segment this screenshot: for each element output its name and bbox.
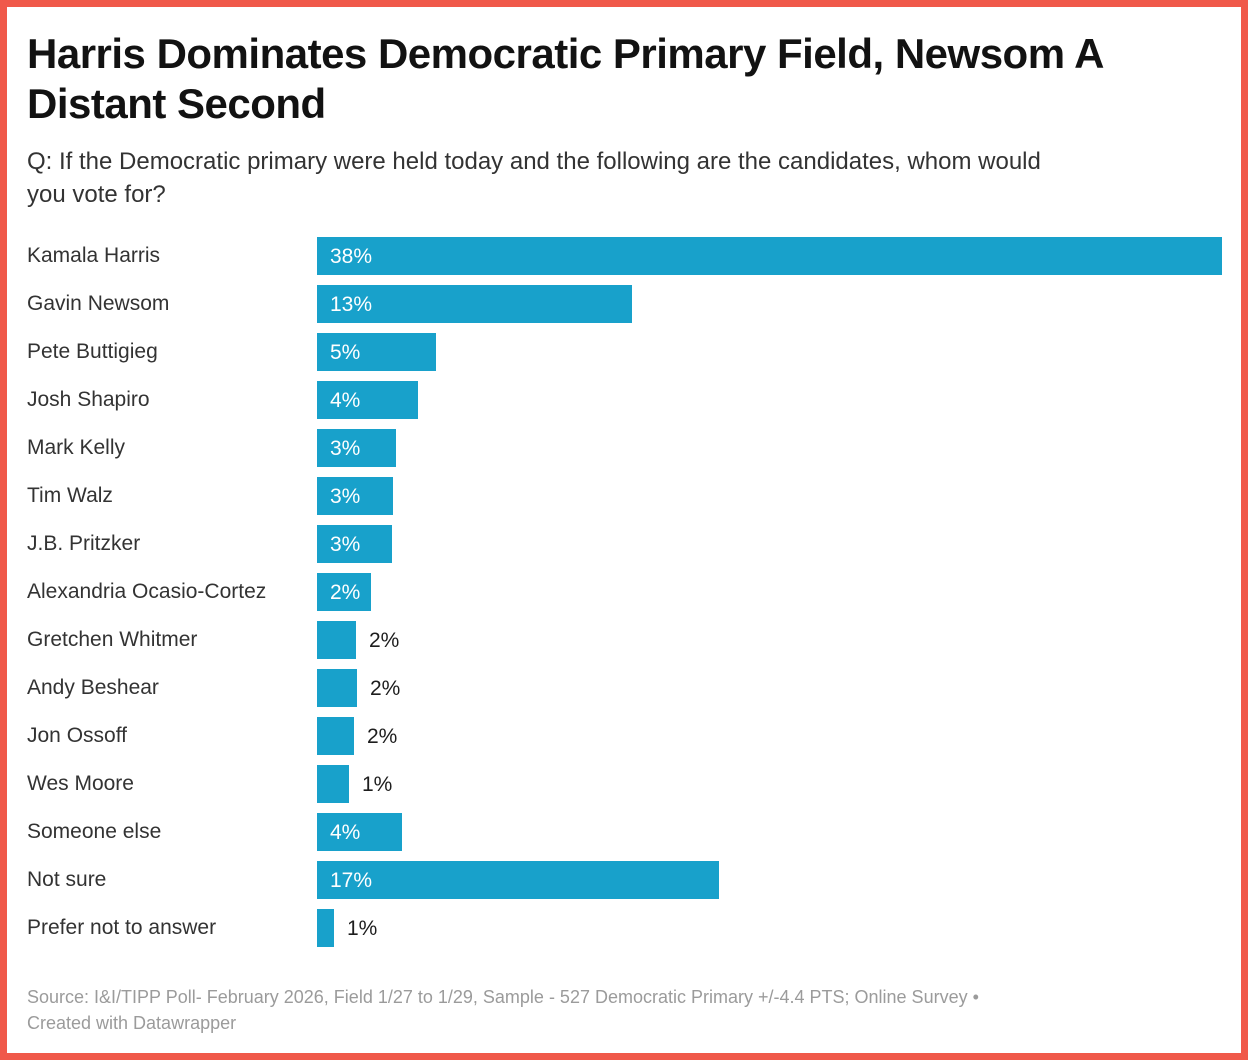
bar-value-label: 3% (330, 533, 361, 556)
chart-row: Mark Kelly 3% (27, 424, 1221, 472)
datawrapper-credit: Created with Datawrapper (27, 1013, 237, 1033)
bar-track: 2% (317, 573, 1221, 611)
category-label: Gavin Newsom (27, 292, 170, 315)
chart-row: Pete Buttigieg 5% (27, 328, 1221, 376)
chart-row: Someone else 4% (27, 808, 1221, 856)
category-label: Josh Shapiro (27, 388, 150, 411)
bar (317, 333, 436, 371)
bar-track: 13% (317, 285, 1221, 323)
bar (317, 909, 334, 947)
chart-row: Wes Moore 1% (27, 760, 1221, 808)
bar (317, 573, 371, 611)
category-label: Prefer not to answer (27, 916, 217, 939)
bar-value-label: 1% (347, 917, 378, 940)
bar (317, 381, 418, 419)
bar-track: 3% (317, 525, 1221, 563)
category-label: J.B. Pritzker (27, 532, 141, 555)
bar (317, 429, 396, 467)
chart-row: Josh Shapiro 4% (27, 376, 1221, 424)
bar (317, 813, 402, 851)
bar (317, 285, 632, 323)
chart-row: J.B. Pritzker 3% (27, 520, 1221, 568)
bar-value-label: 2% (330, 581, 361, 604)
bar-value-label: 17% (330, 869, 373, 892)
category-label: Tim Walz (27, 484, 113, 507)
chart-row: Not sure 17% (27, 856, 1221, 904)
category-label: Alexandria Ocasio-Cortez (27, 580, 267, 603)
chart-row: Andy Beshear 2% (27, 664, 1221, 712)
chart-row: Alexandria Ocasio-Cortez 2% (27, 568, 1221, 616)
bar-value-label: 38% (330, 245, 373, 268)
bar-track: 38% (317, 237, 1222, 275)
chart-row: Kamala Harris 38% (27, 232, 1222, 280)
bar-track: 4% (317, 381, 1221, 419)
source-note: Source: I&I/TIPP Poll- February 2026, Fi… (27, 984, 1217, 1036)
bar-value-label: 2% (369, 629, 400, 652)
bar-track: 1% (317, 765, 1221, 803)
chart-row: Jon Ossoff 2% (27, 712, 1221, 760)
category-label: Mark Kelly (27, 436, 126, 459)
bar (317, 477, 393, 515)
bar-value-label: 4% (330, 821, 361, 844)
bar-track: 2% (317, 621, 1221, 659)
category-label: Wes Moore (27, 772, 134, 795)
category-label: Kamala Harris (27, 244, 161, 267)
category-label: Andy Beshear (27, 676, 159, 699)
bar-track: 17% (317, 861, 1221, 899)
bar-track: 3% (317, 477, 1221, 515)
bar (317, 717, 354, 755)
page-title: Harris Dominates Democratic Primary Fiel… (27, 30, 1103, 128)
bar-value-label: 1% (362, 773, 393, 796)
bar-track: 2% (317, 669, 1221, 707)
chart-question: Q: If the Democratic primary were held t… (27, 147, 1041, 208)
bar-value-label: 13% (330, 293, 373, 316)
bar-track: 1% (317, 909, 1221, 947)
bar-track: 3% (317, 429, 1221, 467)
bar-track: 2% (317, 717, 1221, 755)
bar-track: 5% (317, 333, 1221, 371)
category-label: Pete Buttigieg (27, 340, 158, 363)
bar-value-label: 2% (370, 677, 401, 700)
category-label: Someone else (27, 820, 162, 843)
bar-chart: Kamala Harris 38% Gavin Newsom 13% Pete … (27, 232, 1222, 952)
bar-value-label: 5% (330, 341, 361, 364)
chart-row: Gretchen Whitmer 2% (27, 616, 1221, 664)
chart-row: Gavin Newsom 13% (27, 280, 1221, 328)
bar-value-label: 2% (367, 725, 398, 748)
source-text: Source: I&I/TIPP Poll- February 2026, Fi… (27, 987, 979, 1007)
chart-row: Tim Walz 3% (27, 472, 1221, 520)
bar (317, 525, 392, 563)
category-label: Not sure (27, 868, 107, 891)
bar (317, 669, 357, 707)
category-label: Gretchen Whitmer (27, 628, 198, 651)
bar (317, 765, 349, 803)
bar (317, 237, 1222, 275)
category-label: Jon Ossoff (27, 724, 127, 747)
bar-value-label: 3% (330, 437, 361, 460)
bar-track: 4% (317, 813, 1221, 851)
chart-row: Prefer not to answer 1% (27, 904, 1221, 952)
bar-value-label: 4% (330, 389, 361, 412)
bar (317, 861, 719, 899)
bar-value-label: 3% (330, 485, 361, 508)
bar (317, 621, 356, 659)
